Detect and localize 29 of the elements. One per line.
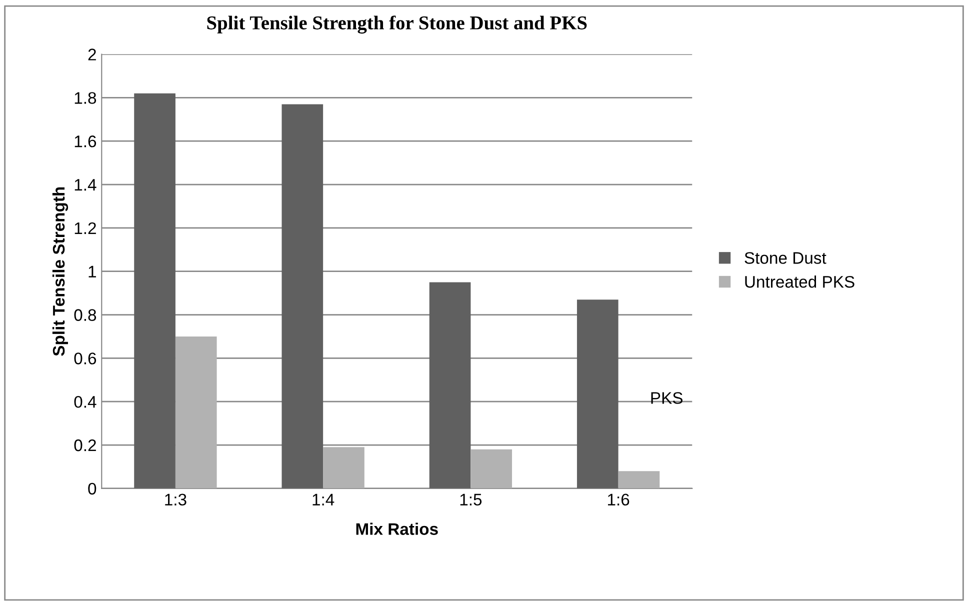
x-tick-label: 1:4 xyxy=(312,494,334,506)
annotation: PKS xyxy=(651,392,682,404)
y-tick-label: 1.8 xyxy=(74,92,96,104)
bar xyxy=(134,93,176,488)
x-tick-label: 1:5 xyxy=(460,494,482,506)
x-tick-label: 1:3 xyxy=(165,494,186,506)
y-tick-label: 1.6 xyxy=(74,136,96,148)
legend-label: Stone Dust xyxy=(744,252,826,264)
bar xyxy=(323,447,364,488)
y-tick-label: 0.2 xyxy=(74,439,96,452)
x-axis-title: Mix Ratios xyxy=(356,522,438,535)
bar xyxy=(429,282,471,488)
x-tick-label: 1:6 xyxy=(608,494,630,506)
bar xyxy=(282,104,324,488)
legend-label: Untreated PKS xyxy=(745,276,854,288)
y-tick-label: 2 xyxy=(88,48,96,60)
y-tick-label: 0.6 xyxy=(74,352,96,364)
chart-title: Split Tensile Strength for Stone Dust and PKS xyxy=(207,16,587,34)
y-tick-label: 0 xyxy=(88,482,96,495)
bar xyxy=(618,471,660,488)
bar xyxy=(576,300,618,488)
bar xyxy=(470,449,512,488)
y-tick-label: 0.4 xyxy=(74,396,96,408)
y-tick-label: 0.8 xyxy=(74,309,96,321)
y-axis-title: Split Tensile Strength xyxy=(52,187,68,356)
y-tick-label: 1 xyxy=(88,266,96,278)
y-tick-label: 1.4 xyxy=(74,179,96,191)
y-tick-label: 1.2 xyxy=(74,222,96,234)
bar xyxy=(175,336,217,488)
